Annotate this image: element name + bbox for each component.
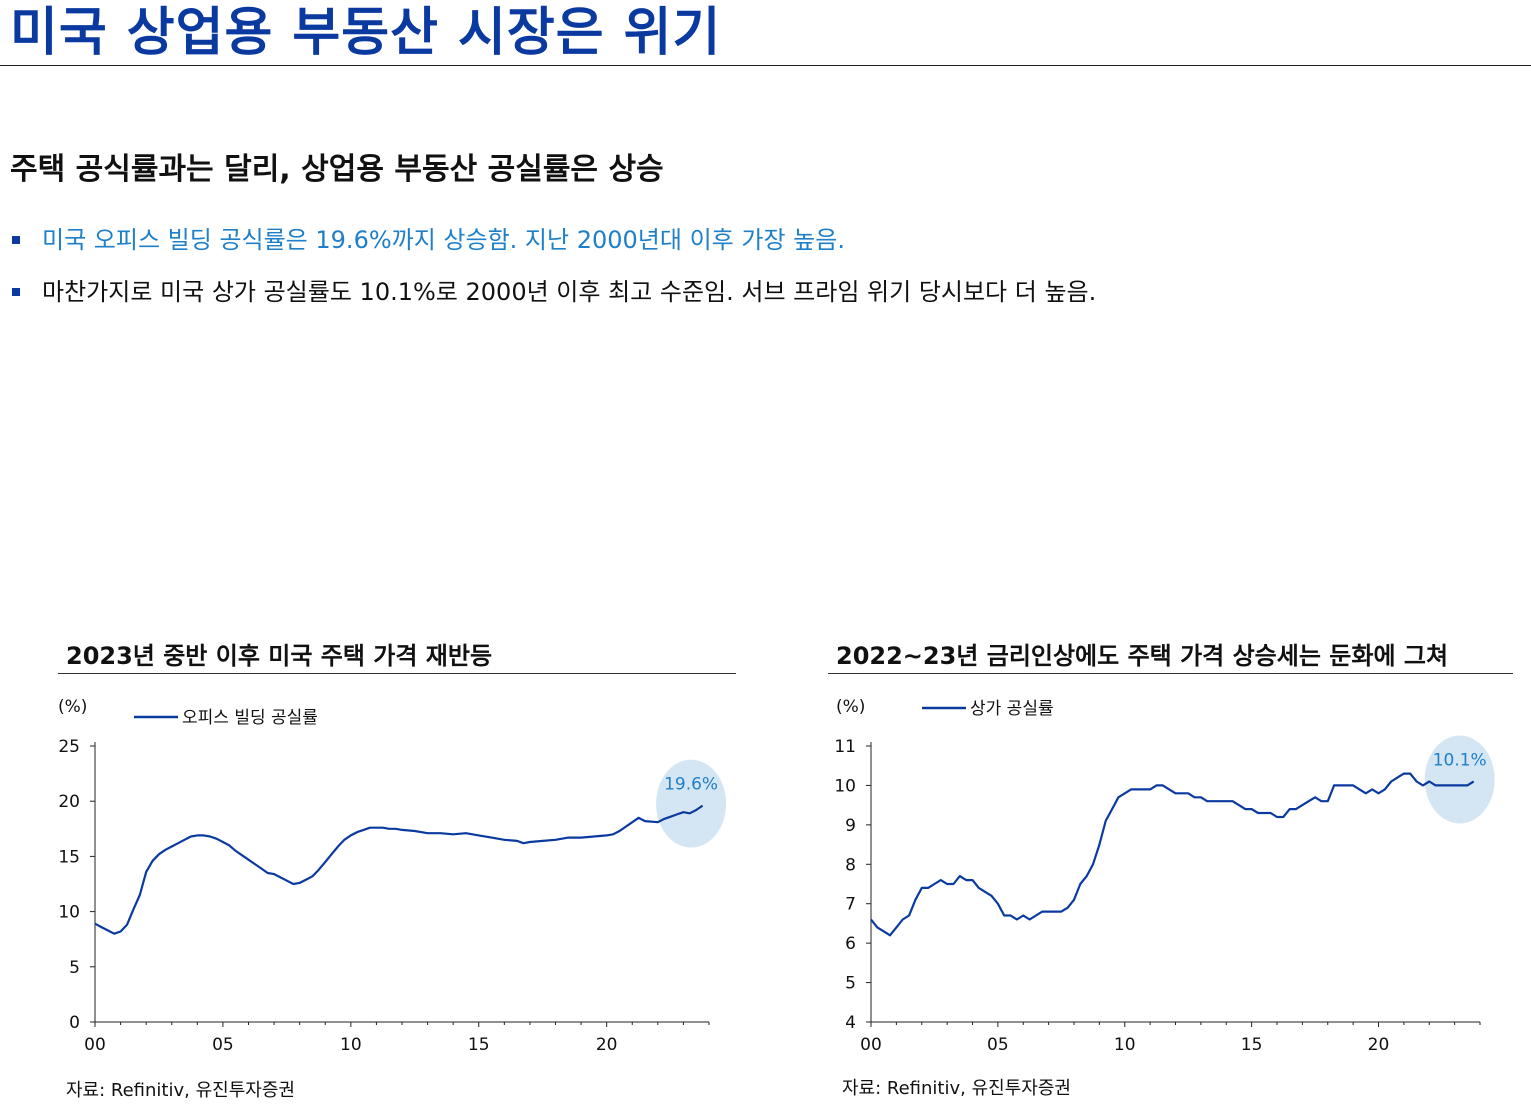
x-tick-label: 00	[84, 1035, 106, 1055]
highlight-value-label: 10.1%	[1433, 750, 1487, 770]
y-tick-label: 7	[845, 895, 856, 915]
legend-label: 오피스 빌딩 공실률	[182, 708, 318, 728]
chart-panel-retail-vacancy: 2022~23년 금리인상에도 주택 가격 상승세는 둔화에 그쳐 (%) 상가 …	[828, 636, 1518, 1104]
x-tick-label: 10	[340, 1035, 362, 1055]
y-tick-label: 10	[834, 776, 856, 796]
x-tick-label: 10	[1114, 1035, 1136, 1055]
legend-label: 상가 공실률	[970, 699, 1054, 719]
y-tick-label: 10	[58, 903, 80, 923]
y-tick-label: 20	[58, 792, 80, 812]
x-tick-label: 05	[212, 1035, 234, 1055]
y-axis-unit-label: (%)	[836, 697, 865, 717]
chart-source: 자료: Refinitiv, 유진투자증권	[66, 1080, 295, 1101]
highlight-circle	[656, 759, 727, 848]
title-divider	[0, 65, 1531, 66]
x-tick-label: 00	[860, 1035, 882, 1055]
y-tick-label: 15	[58, 847, 80, 867]
bullet-marker-icon	[12, 288, 20, 296]
y-tick-label: 9	[845, 816, 856, 836]
chart-panel-office-vacancy: 2023년 중반 이후 미국 주택 가격 재반등 (%) 오피스 빌딩 공실률 0 5…	[58, 636, 738, 1104]
x-tick-label: 15	[1241, 1035, 1263, 1055]
y-axis-unit-label: (%)	[58, 697, 87, 717]
y-tick-label: 4	[845, 1013, 856, 1033]
y-tick-label: 5	[845, 974, 856, 994]
bullet-text-retail: 마찬가지로 미국 상가 공실률도 10.1%로 2000년 이후 최고 수준임.…	[42, 278, 1097, 306]
series-line	[94, 804, 704, 935]
y-tick-label: 8	[845, 855, 856, 875]
highlight-value-label: 19.6%	[664, 775, 718, 795]
bullet-text-office: 미국 오피스 빌딩 공식률은 19.6%까지 상승함. 지난 2000년대 이후…	[42, 226, 845, 254]
y-tick-label: 25	[58, 737, 80, 757]
bullet-marker-icon	[12, 236, 20, 244]
page-title: 미국 상업용 부동산 시장은 위기	[10, 3, 722, 63]
chart-title-rule	[58, 673, 736, 674]
x-tick-label: 20	[1368, 1035, 1390, 1055]
series-line	[870, 772, 1475, 937]
x-tick-label: 15	[468, 1035, 490, 1055]
chart-title: 2023년 중반 이후 미국 주택 가격 재반등	[66, 642, 493, 670]
y-tick-label: 0	[69, 1013, 80, 1033]
bullet-list: 미국 오피스 빌딩 공식률은 19.6%까지 상승함. 지난 2000년대 이후…	[12, 222, 1096, 326]
x-tick-label: 05	[987, 1035, 1009, 1055]
bullet-item-retail: 마찬가지로 미국 상가 공실률도 10.1%로 2000년 이후 최고 수준임.…	[12, 274, 1096, 310]
chart-source: 자료: Refinitiv, 유진투자증권	[842, 1078, 1071, 1099]
y-tick-label: 6	[845, 934, 856, 954]
highlight-circle	[1424, 735, 1495, 824]
bullet-item-office: 미국 오피스 빌딩 공식률은 19.6%까지 상승함. 지난 2000년대 이후…	[12, 222, 1096, 258]
y-tick-label: 11	[834, 737, 856, 757]
x-tick-label: 20	[596, 1035, 618, 1055]
retail-vacancy-chart: (%) 상가 공실률 4 5 6 7 8 9 10 11 00 05 10 15 20 10.1%	[834, 697, 1495, 1055]
chart-title-rule	[828, 673, 1513, 674]
chart-title: 2022~23년 금리인상에도 주택 가격 상승세는 둔화에 그쳐	[836, 642, 1449, 670]
y-tick-label: 5	[69, 958, 80, 978]
section-headline: 주택 공식률과는 달리, 상업용 부동산 공실률은 상승	[10, 152, 664, 187]
